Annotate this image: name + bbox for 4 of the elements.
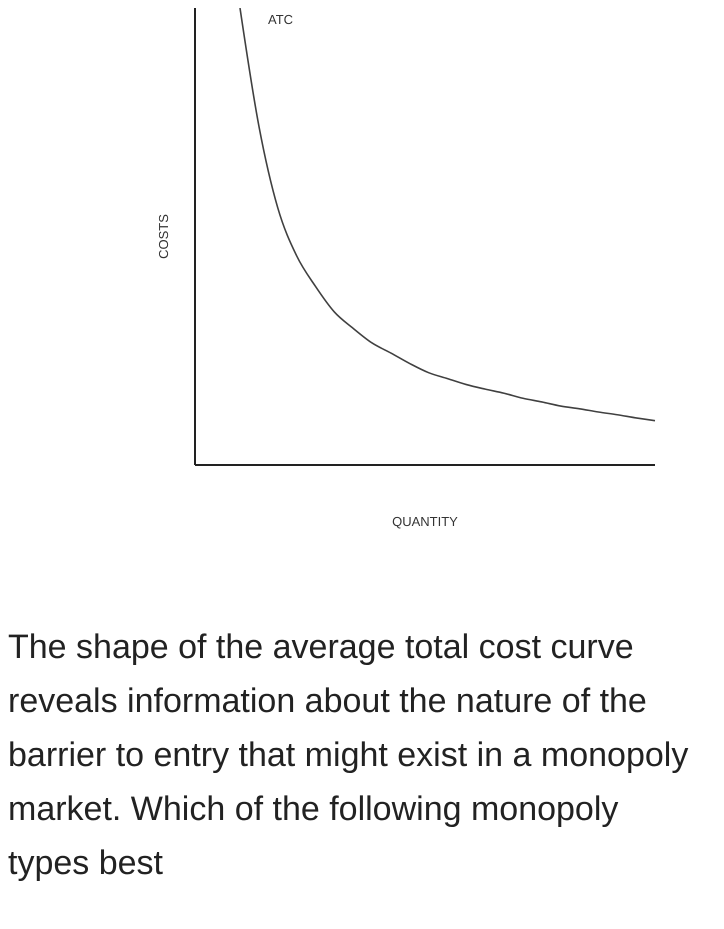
y-axis-title: COSTS xyxy=(156,214,171,259)
series-label: ATC xyxy=(268,12,294,27)
x-axis-title: QUANTITY xyxy=(392,514,458,529)
text: The shape of the average total cost curve reveals information about the nature of the barrier to entry that might exist in a monopoly market. Which of the following monopoly types best xyxy=(8,628,688,882)
